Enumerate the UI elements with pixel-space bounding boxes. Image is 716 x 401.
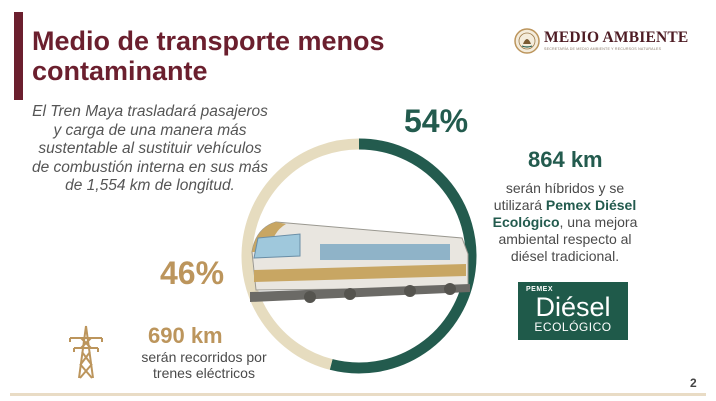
electric-pylon-icon bbox=[69, 325, 103, 379]
pemex-diesel-logo: PEMEX Diésel ECOLÓGICO bbox=[518, 282, 628, 340]
footer-line bbox=[10, 393, 706, 396]
intro-text: El Tren Maya trasladará pasajeros y carg… bbox=[31, 103, 269, 194]
train-illustration bbox=[250, 221, 470, 303]
hybrid-desc-pre: serán híbridos y se utilizará bbox=[493, 180, 625, 213]
donut-slice-1 bbox=[329, 138, 477, 374]
percent-54-label: 54% bbox=[404, 103, 469, 139]
electric-description: serán recorridos por trenes eléctricos bbox=[141, 349, 267, 381]
mexico-seal-icon bbox=[514, 28, 540, 54]
title-line-2: contaminante bbox=[32, 56, 208, 86]
km-hybrid: 864 km bbox=[528, 147, 603, 172]
pemex-tag: ECOLÓGICO bbox=[534, 320, 612, 334]
logo-name: MEDIO AMBIENTE bbox=[544, 29, 689, 46]
logo-subtitle: SECRETARÍA DE MEDIO AMBIENTE Y RECURSOS … bbox=[544, 47, 662, 51]
percent-46-label: 46% bbox=[160, 255, 225, 291]
page-number: 2 bbox=[690, 376, 697, 390]
slide-title: Medio de transporte menos contaminante bbox=[32, 26, 472, 86]
title-line-1: Medio de transporte menos bbox=[32, 26, 385, 56]
pemex-brand: PEMEX bbox=[526, 286, 554, 293]
accent-bar bbox=[14, 12, 23, 100]
km-electric: 690 km bbox=[148, 323, 223, 348]
hybrid-desc-bold: Pemex Diésel Ecológico bbox=[492, 197, 637, 230]
donut-slices bbox=[241, 138, 477, 374]
medio-ambiente-logo: MEDIO AMBIENTE SECRETARÍA DE MEDIO AMBIE… bbox=[514, 26, 704, 56]
hybrid-desc-post: , una mejora ambiental respecto al diése… bbox=[498, 214, 638, 264]
pemex-product: Diésel bbox=[535, 292, 611, 322]
hybrid-description: serán híbridos y se utilizará Pemex Diés… bbox=[480, 180, 650, 265]
donut-slice-2 bbox=[241, 138, 360, 370]
